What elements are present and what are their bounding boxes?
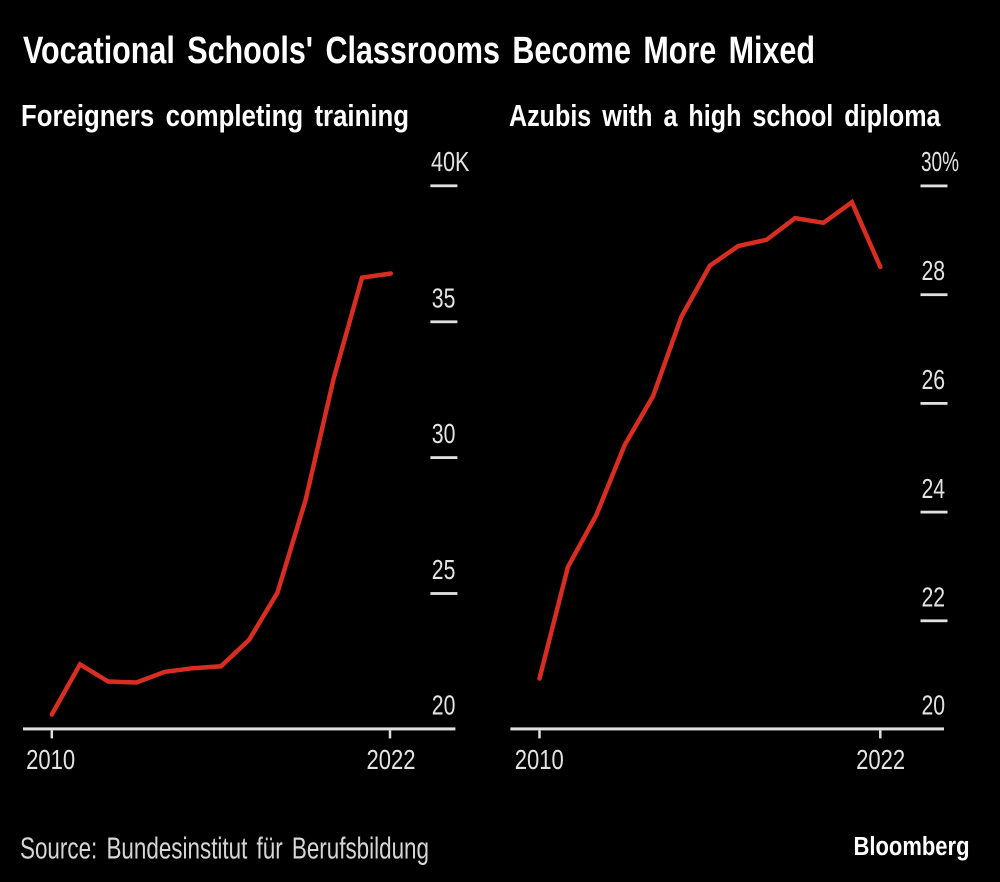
- svg-text:20: 20: [432, 690, 456, 721]
- svg-text:2010: 2010: [515, 744, 564, 775]
- svg-text:Bloomberg: Bloomberg: [854, 831, 970, 861]
- svg-text:20: 20: [922, 690, 946, 721]
- svg-text:2010: 2010: [26, 744, 75, 775]
- svg-text:28: 28: [922, 255, 946, 286]
- svg-text:22: 22: [922, 582, 946, 613]
- svg-text:26: 26: [922, 364, 946, 395]
- svg-text:Source: Bundesinstitut für Ber: Source: Bundesinstitut für Berufsbildung: [20, 832, 429, 866]
- svg-text:35: 35: [432, 282, 456, 313]
- svg-text:2022: 2022: [367, 744, 416, 775]
- svg-text:30: 30: [432, 418, 456, 449]
- svg-text:Azubis with a high school dipl: Azubis with a high school diploma: [509, 98, 941, 133]
- svg-text:30%: 30%: [921, 146, 959, 177]
- svg-text:2022: 2022: [856, 744, 905, 775]
- svg-text:40K: 40K: [431, 146, 470, 177]
- svg-text:25: 25: [432, 554, 456, 585]
- svg-text:Vocational Schools' Classrooms: Vocational Schools' Classrooms Become Mo…: [23, 29, 815, 72]
- svg-text:Foreigners completing training: Foreigners completing training: [21, 98, 409, 133]
- svg-text:24: 24: [922, 473, 946, 504]
